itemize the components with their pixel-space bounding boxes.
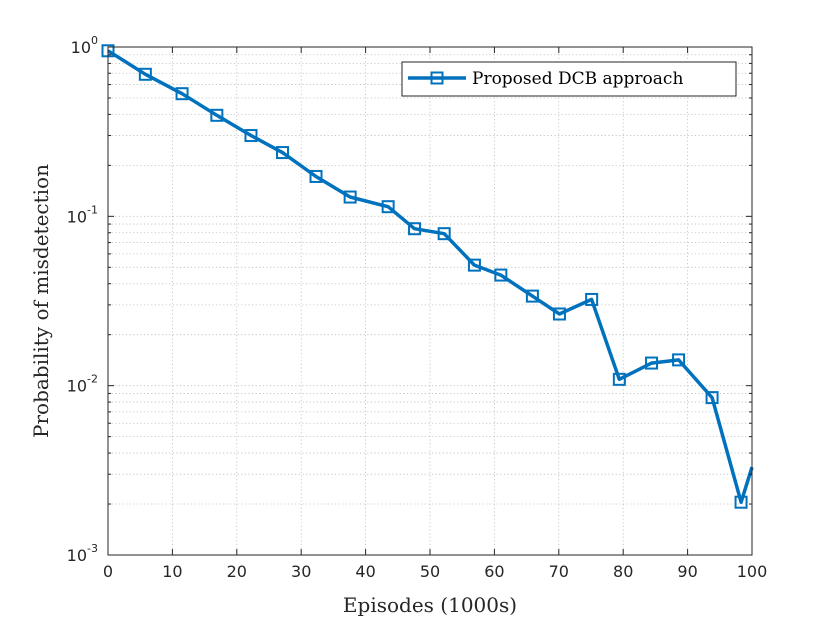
- x-tick-label: 80: [613, 562, 633, 581]
- data-point-marker: [552, 307, 566, 321]
- x-tick-label: 50: [420, 562, 440, 581]
- x-tick-label: 40: [355, 562, 375, 581]
- data-point-marker: [276, 146, 290, 160]
- tick-marks: [107, 46, 753, 556]
- data-point-marker: [175, 87, 189, 101]
- y-tick-label: 10-1: [67, 203, 98, 226]
- plot-area: [101, 44, 754, 556]
- data-point-marker: [437, 227, 451, 241]
- y-tick-base: 10: [71, 38, 91, 57]
- data-point-marker: [138, 67, 152, 81]
- legend: Proposed DCB approach: [401, 61, 737, 97]
- axes-background: [108, 47, 752, 555]
- data-point-marker: [525, 289, 539, 303]
- data-point-marker: [381, 200, 395, 214]
- data-point-marker: [672, 353, 686, 367]
- data-point-marker: [408, 222, 422, 236]
- data-point-marker: [585, 292, 599, 306]
- legend-marker-swatch: [430, 71, 444, 85]
- x-tick-label: 70: [549, 562, 569, 581]
- y-tick-base: 10: [67, 546, 87, 565]
- y-axis-label: Probability of misdetection: [29, 164, 53, 438]
- y-tick-exponent: -2: [87, 373, 98, 386]
- series-line: [107, 49, 754, 504]
- data-point-marker: [244, 129, 258, 143]
- x-tick-label: 20: [227, 562, 247, 581]
- x-tick-label: 10: [162, 562, 182, 581]
- data-point-marker: [343, 190, 357, 204]
- y-tick-label: 10-3: [67, 542, 98, 565]
- x-tick-label: 100: [737, 562, 768, 581]
- data-point-marker: [734, 495, 748, 509]
- x-tick-label: 90: [677, 562, 697, 581]
- legend-entry-label: Proposed DCB approach: [472, 69, 683, 89]
- data-point-marker: [309, 169, 323, 183]
- data-point-marker: [705, 391, 719, 405]
- y-tick-exponent: 0: [91, 34, 98, 47]
- data-point-marker: [494, 268, 508, 282]
- data-point-marker: [612, 372, 626, 386]
- y-tick-label: 10-2: [67, 373, 98, 396]
- x-axis-label: Episodes (1000s): [343, 593, 517, 617]
- y-tick-base: 10: [67, 377, 87, 396]
- series-layer: [101, 44, 754, 509]
- x-tick-label: 60: [484, 562, 504, 581]
- x-tick-label: 0: [103, 562, 113, 581]
- x-tick-labels: 0 10 20 30 40 50 60 70 80 90 100: [103, 562, 767, 581]
- y-tick-label: 100: [71, 34, 98, 57]
- data-point-marker: [467, 258, 481, 272]
- y-tick-exponent: -1: [87, 203, 98, 216]
- y-tick-base: 10: [67, 207, 87, 226]
- y-tick-exponent: -3: [87, 542, 98, 555]
- x-tick-label: 30: [291, 562, 311, 581]
- data-point-marker: [645, 356, 659, 370]
- data-point-marker: [210, 108, 224, 122]
